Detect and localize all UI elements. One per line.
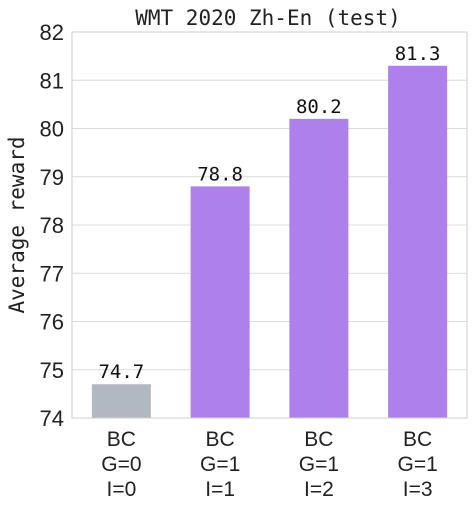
x-tick-label: I=2 — [304, 478, 334, 501]
plot-frame — [71, 31, 468, 419]
y-tick-label: 80 — [40, 117, 64, 142]
chart-title: WMT 2020 Zh-En (test) — [135, 6, 401, 30]
x-tick-label: BC — [304, 428, 333, 451]
data-label: 80.2 — [296, 96, 342, 118]
x-tick-label: BC — [206, 428, 235, 451]
x-tick-label: BC — [403, 428, 432, 451]
x-tick-label: G=0 — [101, 453, 141, 476]
x-tick-label: G=1 — [200, 453, 240, 476]
y-tick-label: 75 — [40, 358, 64, 383]
y-tick-label: 79 — [40, 165, 64, 190]
x-tick-label: I=3 — [403, 478, 433, 501]
bar — [388, 65, 448, 419]
x-tick-label: G=1 — [397, 453, 437, 476]
bar — [190, 186, 250, 418]
data-labels: 74.7 78.8 80.2 81.3 — [98, 43, 440, 383]
y-tick-label: 74 — [40, 406, 64, 431]
y-axis-ticks: 74 75 76 77 78 79 80 81 82 — [40, 20, 64, 431]
x-tick-label: I=1 — [205, 478, 235, 501]
y-tick-label: 82 — [40, 20, 64, 45]
y-tick-label: 76 — [40, 310, 64, 335]
y-axis-label: Average reward — [5, 136, 29, 313]
y-tick-label: 77 — [40, 261, 64, 286]
data-label: 74.7 — [98, 361, 144, 383]
data-label: 81.3 — [395, 43, 441, 65]
bar — [289, 118, 349, 418]
y-tick-label: 81 — [40, 68, 64, 93]
bar — [91, 384, 151, 418]
data-label: 78.8 — [197, 163, 243, 185]
x-tick-label: I=0 — [106, 478, 136, 501]
x-tick-label: BC — [107, 428, 136, 451]
bars — [91, 65, 448, 419]
y-tick-label: 78 — [40, 213, 64, 238]
x-tick-label: G=1 — [299, 453, 339, 476]
